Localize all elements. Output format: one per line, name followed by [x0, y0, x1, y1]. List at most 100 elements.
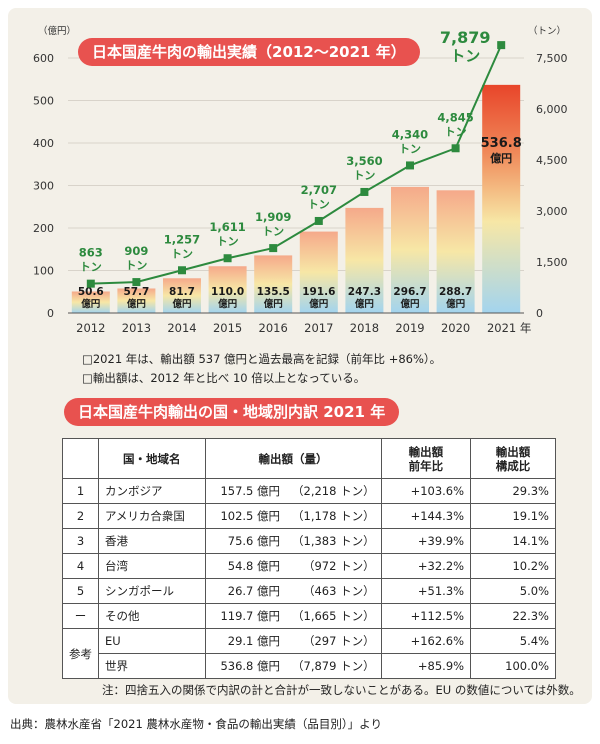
tonnage-unit: トン [445, 125, 467, 138]
bar [208, 266, 247, 313]
bar [391, 186, 429, 313]
row-rank: ー [62, 603, 99, 629]
tonnage-point [178, 266, 186, 275]
bar-unit-label: 億円 [172, 298, 191, 310]
tonnage-label: 3,560 [346, 154, 382, 168]
row-qty: （7,879 トン） [286, 653, 382, 679]
tonnage-unit: トン [399, 142, 421, 155]
row-rank: 1 [62, 478, 99, 504]
bar-unit-label: 億円 [400, 298, 419, 310]
row-yoy: +32.2% [380, 553, 472, 579]
table-row: 1 カンボジア 157.5 億円 （2,218 トン） +103.6% 29.3… [62, 478, 556, 504]
row-amount: 102.5 億円 [204, 503, 287, 529]
chart-title: 日本国産牛肉の輸出実績（2012～2021 年） [78, 38, 420, 66]
row-yoy: +103.6% [380, 478, 472, 504]
x-tick-label: 2021 年 [487, 321, 531, 335]
header-region: 国・地域名 [98, 438, 206, 479]
table-row: 4 台湾 54.8 億円 （972 トン） +32.2% 10.2% [62, 553, 556, 579]
tonnage-label: 1,257 [164, 232, 200, 246]
tonnage-unit: トン [125, 259, 147, 272]
bar-unit-label: 億円 [309, 298, 328, 310]
row-name: アメリカ合衆国 [98, 503, 206, 529]
row-rank: 3 [62, 528, 99, 554]
left-tick-label: 100 [33, 265, 54, 278]
header-share-line1: 輸出額 [495, 444, 531, 459]
tonnage-point [451, 144, 460, 153]
x-tick-label: 2012 [76, 321, 105, 335]
table-row: 3 香港 75.6 億円 （1,383 トン） +39.9% 14.1% [62, 528, 556, 554]
row-name: シンガポール [98, 578, 206, 604]
row-amount: 157.5 億円 [204, 478, 287, 504]
bar-value-label: 81.7 [169, 286, 195, 298]
row-yoy: +39.9% [380, 528, 472, 554]
bar-unit-label: 億円 [355, 298, 374, 310]
bar-unit-label: 億円 [81, 298, 100, 310]
row-name: その他 [98, 603, 206, 629]
tonnage-unit: トン [450, 47, 480, 65]
x-tick-label: 2013 [122, 321, 151, 335]
bar-value-label: 288.7 [439, 286, 472, 298]
footnote: 注：四捨五入の関係で内訳の計と合計が一致しないことがある。EU の数値については… [102, 683, 581, 697]
tonnage-label: 7,879 [440, 28, 491, 47]
bar [71, 291, 110, 313]
row-yoy: +51.3% [380, 578, 472, 604]
table-row: ー その他 119.7 億円 （1,665 トン） +112.5% 22.3% [62, 603, 556, 629]
bar-unit-label: 億円 [446, 298, 465, 310]
row-name: EU [98, 628, 206, 654]
bar-unit-label: 億円 [218, 298, 237, 310]
right-tick-label: 6,000 [536, 103, 568, 116]
left-tick-label: 0 [47, 307, 54, 320]
header-share-line2: 構成比 [495, 458, 531, 473]
row-share: 22.3% [470, 603, 556, 629]
bar-unit-label: 億円 [264, 298, 283, 310]
bar-value-label: 135.5 [257, 286, 290, 298]
bar-unit-label: 億円 [127, 298, 146, 310]
row-yoy: +144.3% [380, 503, 472, 529]
bar-value-label: 536.8 [481, 136, 522, 151]
row-qty: （1,383 トン） [286, 528, 382, 554]
right-tick-label: 0 [536, 307, 543, 320]
x-tick-label: 2017 [304, 321, 333, 335]
bar [163, 278, 201, 313]
table-row-reference: 参考 EU 29.1 億円 （297 トン） +162.6% 5.4% [62, 628, 556, 679]
left-tick-label: 500 [33, 95, 54, 108]
header-share: 輸出額 構成比 [470, 438, 556, 479]
tonnage-point [406, 161, 414, 170]
row-yoy: +112.5% [380, 603, 472, 629]
left-axis-unit: （億円） [38, 25, 76, 37]
tonnage-unit: トン [217, 235, 239, 248]
bar [117, 288, 156, 313]
bar-value-label: 50.6 [78, 286, 104, 298]
tonnage-unit: トン [262, 225, 284, 238]
row-qty: （972 トン） [286, 553, 382, 579]
bar-value-label: 247.3 [348, 286, 381, 298]
tonnage-point [269, 244, 278, 253]
bar-value-label: 110.0 [211, 286, 244, 298]
table-row-reference: 世界 536.8 億円 （7,879 トン） +85.9% 100.0% [63, 653, 556, 679]
reference-label: 参考 [62, 628, 99, 679]
row-share: 14.1% [470, 528, 556, 554]
tonnage-line [90, 44, 503, 285]
breakdown-table: 国・地域名 輸出額（量） 輸出額 前年比 輸出額 構成比 1 カンボジア 157… [62, 438, 556, 679]
source-citation: 出典：農林水産省「2021 農林水産物・食品の輸出実績（品目別）」より [10, 717, 382, 731]
header-yoy-line2: 前年比 [408, 458, 444, 473]
header-rank [62, 438, 99, 479]
x-tick-label: 2019 [395, 321, 424, 335]
row-amount: 75.6 億円 [204, 528, 287, 554]
table-row: 5 シンガポール 26.7 億円 （463 トン） +51.3% 5.0% [62, 578, 556, 604]
row-qty: （297 トン） [286, 628, 382, 654]
row-qty: （1,665 トン） [286, 603, 382, 629]
header-yoy-line1: 輸出額 [408, 444, 444, 459]
tonnage-label: 1,611 [209, 220, 245, 234]
bar [254, 255, 293, 313]
row-yoy: +85.9% [380, 653, 472, 679]
row-name: 香港 [98, 528, 206, 554]
row-rank: 4 [62, 553, 99, 579]
tonnage-label: 909 [124, 244, 148, 258]
row-amount: 29.1 億円 [204, 628, 287, 654]
tonnage-point [497, 41, 506, 50]
tonnage-point [314, 216, 323, 225]
table-row: 2 アメリカ合衆国 102.5 億円 （1,178 トン） +144.3% 19… [62, 503, 556, 529]
row-yoy: +162.6% [380, 628, 472, 654]
bar-value-label: 296.7 [393, 286, 426, 298]
